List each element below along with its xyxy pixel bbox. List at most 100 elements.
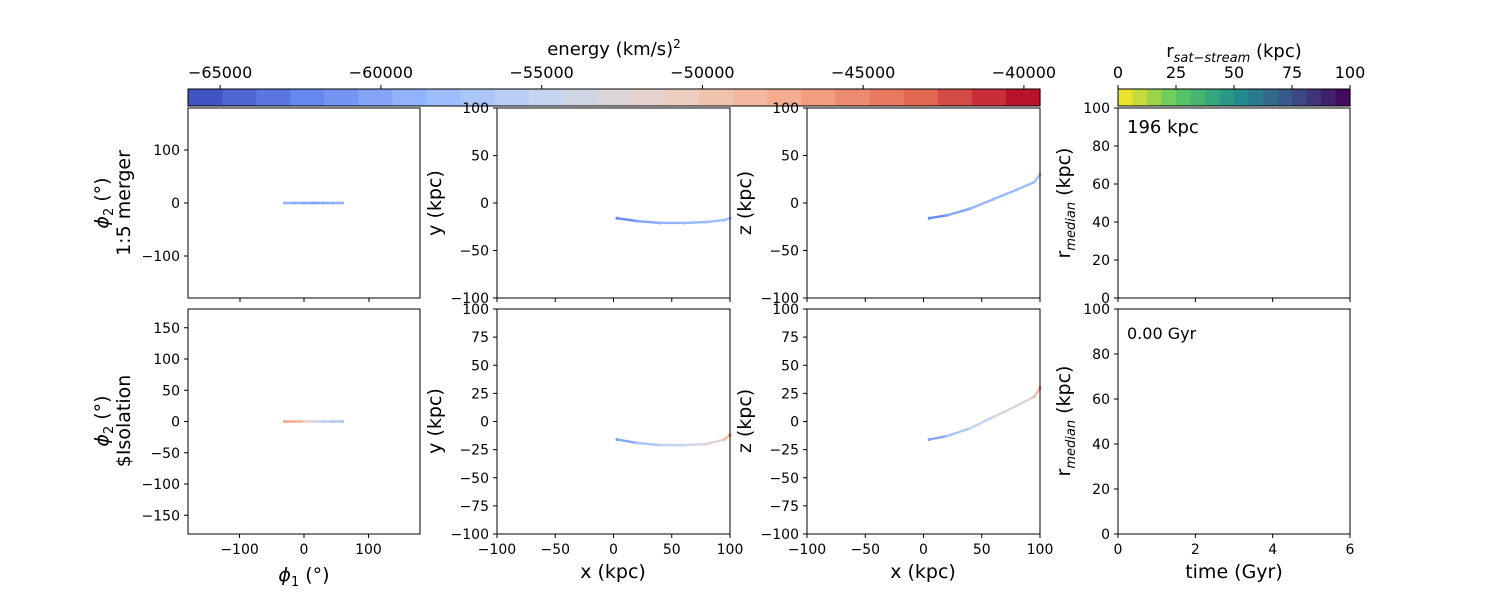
energy-colorbar-swatch bbox=[188, 89, 223, 106]
row2-rmedian-ytick-label: 20 bbox=[1092, 482, 1110, 498]
row2-xz-stream-segment bbox=[1015, 395, 1036, 407]
row2-sky-stream-point bbox=[283, 419, 287, 424]
row2-xz-frame bbox=[806, 308, 1041, 535]
row2-xy-xtick-label: −50 bbox=[540, 542, 570, 558]
rsat-colorbar-swatch bbox=[1205, 89, 1221, 106]
rsat-colorbar-tick-label: 100 bbox=[1335, 63, 1366, 82]
rsat-colorbar-tick-label: 25 bbox=[1166, 63, 1186, 82]
row1-xz-ytick-label: −50 bbox=[769, 244, 799, 260]
row1-sky-points bbox=[283, 201, 345, 205]
row2-xz-stream-segment bbox=[992, 404, 1018, 419]
row1-xz-stream-point bbox=[1015, 188, 1019, 192]
row2-rmedian-xtick-label: 2 bbox=[1191, 542, 1200, 558]
row1-xy-stream-point bbox=[658, 221, 662, 225]
row1-rmedian-ytick-label: 40 bbox=[1092, 215, 1110, 231]
energy-colorbar-swatch bbox=[665, 89, 700, 106]
rsat-colorbar-swatch bbox=[1306, 89, 1322, 106]
row1-xy-ylabel: y (kpc) bbox=[424, 170, 446, 236]
row1-xy-ytick-label: 50 bbox=[471, 149, 489, 165]
row2-sky-ylabel: ϕ2 (°) $Isolation bbox=[91, 375, 135, 468]
row2-xz-ytick-label: 75 bbox=[781, 330, 799, 346]
row1-xz-frame bbox=[806, 107, 1041, 299]
row2-rmedian-ytick-label: 60 bbox=[1092, 392, 1110, 408]
row2-sky-stream-point bbox=[331, 419, 335, 424]
row2-xz-xtick-label: 100 bbox=[1027, 542, 1054, 558]
rsat-colorbar-tick-label: 50 bbox=[1224, 63, 1244, 82]
row1-sky-stream-point bbox=[331, 201, 335, 205]
rsat-colorbar-swatch bbox=[1277, 89, 1293, 106]
row1-xz-ylabel: z (kpc) bbox=[734, 171, 756, 235]
rsat-colorbar-swatch bbox=[1335, 89, 1351, 106]
row1-xy-ticks: 100 50 0 −50 −100 bbox=[451, 101, 731, 307]
rsat-colorbar-swatch bbox=[1234, 89, 1250, 106]
row2-rmedian-xtick-label: 4 bbox=[1268, 542, 1277, 558]
energy-colorbar-swatch bbox=[562, 89, 598, 106]
energy-colorbar-tick-label: −65000 bbox=[188, 63, 252, 82]
rsat-colorbar-swatch bbox=[1321, 89, 1337, 106]
row1-annotation: 196 kpc bbox=[1127, 117, 1199, 138]
energy-colorbar-swatch bbox=[222, 89, 257, 106]
row2-xz-xtick-label: −50 bbox=[850, 542, 880, 558]
row2-xz-ylabel: z (kpc) bbox=[734, 389, 756, 453]
energy-colorbar-frame bbox=[187, 88, 1041, 107]
energy-colorbar-gradient bbox=[188, 89, 1041, 106]
energy-colorbar-tick-label: −60000 bbox=[349, 63, 413, 82]
row2-xz-stream-segment bbox=[945, 427, 972, 438]
energy-colorbar-tick-label: −40000 bbox=[992, 63, 1056, 82]
row2-xz-ytick-label: −25 bbox=[769, 443, 799, 459]
row2-xy-stream-point bbox=[722, 437, 726, 442]
row2-rmedian-xlabel: time (Gyr) bbox=[1185, 561, 1283, 583]
energy-colorbar-swatch bbox=[767, 89, 803, 106]
row2-xy-ytick-label: −100 bbox=[451, 527, 489, 543]
row2-xz-ticks: 100 75 50 25 0 −25 −50 −75 −100−100 −50 0 50 100 bbox=[761, 302, 1054, 558]
row1-xy-points bbox=[615, 216, 732, 225]
row2-sky-ytick-label: 0 bbox=[171, 415, 180, 431]
row2-sky-ytick-label: −50 bbox=[150, 446, 180, 462]
row1-rmedian-ticks: 100 80 60 40 20 0 bbox=[1083, 101, 1351, 307]
row2-sky-ticks: 150 100 50 0 −50 −100 −150 −100 0 100 bbox=[142, 321, 382, 558]
rsat-colorbar-swatch bbox=[1292, 89, 1308, 106]
rsat-colorbar-swatch bbox=[1132, 89, 1148, 106]
row2-xz-stream-segment bbox=[968, 415, 995, 430]
row2-xy-xtick-label: 50 bbox=[663, 542, 681, 558]
row2-rmedian-ytick-label: 80 bbox=[1092, 347, 1110, 363]
row2-xz-stream-point bbox=[945, 434, 949, 438]
row2-sky-ytick-label: 150 bbox=[153, 321, 180, 337]
row2-rmedian-ytick-label: 100 bbox=[1083, 302, 1110, 318]
row1-xz-stream-segment bbox=[1015, 180, 1036, 191]
energy-colorbar-swatch bbox=[460, 89, 496, 106]
row1-xz-stream-segment bbox=[928, 214, 948, 220]
row2-sky-ytick-label: −150 bbox=[142, 508, 180, 524]
row2-xy-ticks: 100 75 50 25 0 −25 −50 −75 −100−100 −50 0 50 100 bbox=[451, 302, 744, 558]
row1-sky-stream-point bbox=[321, 201, 325, 205]
row2-sky-stream-point bbox=[292, 419, 296, 424]
row1-xy-stream-point bbox=[635, 219, 639, 223]
row1-xy-ytick-label: −50 bbox=[459, 244, 489, 260]
row2-xz-xtick-label: −100 bbox=[788, 542, 826, 558]
row1-rmedian-ytick-label: 0 bbox=[1101, 291, 1110, 307]
row1-xz-ytick-label: 50 bbox=[781, 149, 799, 165]
row1-sky-ytick-label: 0 bbox=[171, 196, 180, 212]
row2-sky-xlabel: ϕ1 (°) bbox=[278, 564, 329, 590]
energy-colorbar-swatch bbox=[392, 89, 428, 106]
row2-xy-ytick-label: 0 bbox=[480, 415, 489, 431]
row2-xy-stream-segment bbox=[705, 438, 726, 446]
row2-xz-points bbox=[927, 386, 1042, 442]
row1-xy-stream-segment bbox=[615, 216, 638, 223]
rsat-colorbar-swatch bbox=[1263, 89, 1279, 106]
row1-ylabel-phi: ϕ2 (°) bbox=[91, 177, 117, 228]
row2-xz-xlabel: x (kpc) bbox=[890, 561, 956, 583]
row2-xy-stream-point bbox=[681, 443, 686, 447]
energy-colorbar-swatch bbox=[256, 89, 291, 106]
energy-colorbar-swatch bbox=[324, 89, 359, 106]
row1-xz-ytick-label: 0 bbox=[790, 196, 799, 212]
energy-colorbar-swatch bbox=[733, 89, 768, 106]
row1-rmedian-ylabel: rmedian (kpc) bbox=[1053, 148, 1079, 259]
row1-sky-stream-point bbox=[292, 201, 296, 205]
row1-xz-stream-point bbox=[945, 213, 949, 217]
row2-xy-ytick-label: −50 bbox=[459, 471, 489, 487]
row2-xy-xlabel: x (kpc) bbox=[580, 561, 646, 583]
row2-xy-ytick-label: 75 bbox=[471, 330, 489, 346]
row2-sky-ytick-label: 100 bbox=[153, 352, 180, 368]
